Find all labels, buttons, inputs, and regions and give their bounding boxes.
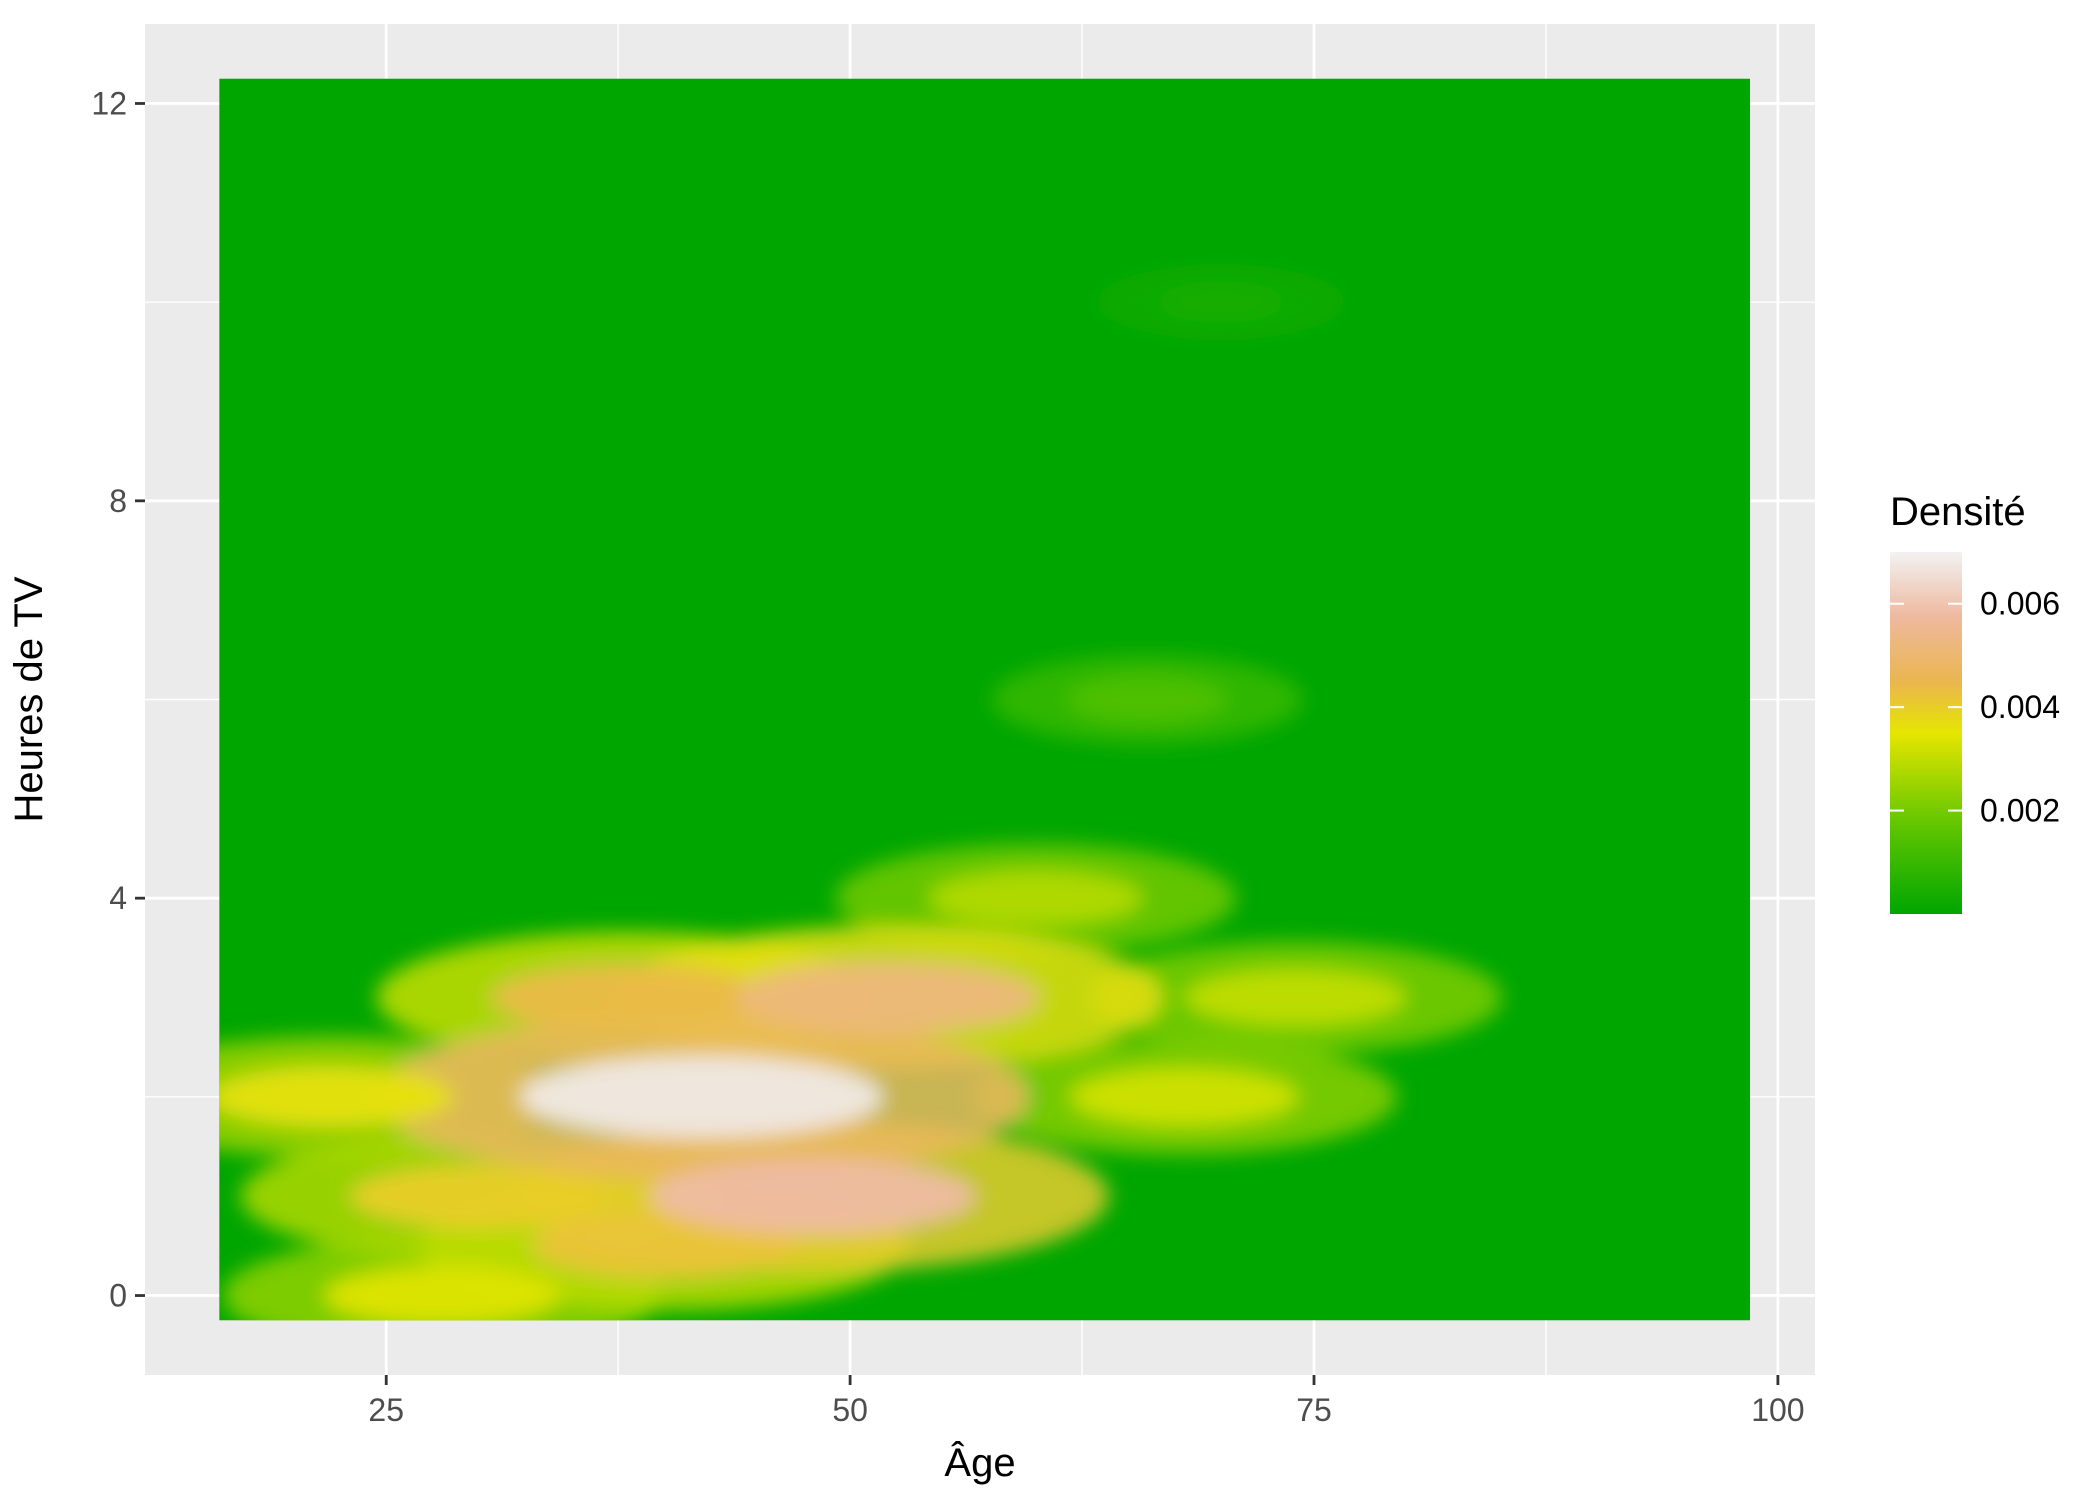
legend-colorbar [1890,552,1962,914]
density-peak [323,1265,561,1321]
density-peak [928,869,1144,927]
density-peak [519,1055,884,1138]
x-tick-label: 100 [1751,1392,1804,1428]
legend-ticks: 0.002 0.004 0.006 [1890,586,2060,829]
x-axis: 25 50 75 100 [368,1375,1805,1428]
legend-break-label: 0.006 [1980,586,2060,622]
x-tick-label: 25 [368,1392,404,1428]
density-peak [219,1065,453,1128]
legend-break-label: 0.004 [1980,689,2060,725]
density-peak [1069,1066,1300,1127]
density-raster [219,78,1751,1321]
density-peak [1158,281,1285,324]
density-peak [530,1212,799,1279]
density-peak [490,963,765,1032]
y-axis-title: Heures de TV [7,576,51,822]
density-peak [649,1158,977,1235]
y-tick-label: 12 [91,85,127,121]
density-peak [735,961,1040,1034]
legend-title: Densité [1890,490,2026,534]
legend-break-label: 0.002 [1980,793,2060,829]
density-peak [1184,968,1407,1027]
x-tick-label: 50 [832,1392,868,1428]
x-axis-title: Âge [944,1440,1015,1485]
y-tick-label: 8 [109,483,127,519]
density-peak [1065,675,1229,724]
y-axis: 0 4 8 12 [91,85,145,1314]
density-peak [349,1163,609,1229]
density-blobs [219,264,1503,1321]
x-tick-label: 75 [1296,1392,1332,1428]
legend: Densité 0.002 0.004 0.006 [1890,490,2060,914]
y-tick-label: 0 [109,1278,127,1314]
y-tick-label: 4 [109,880,127,916]
